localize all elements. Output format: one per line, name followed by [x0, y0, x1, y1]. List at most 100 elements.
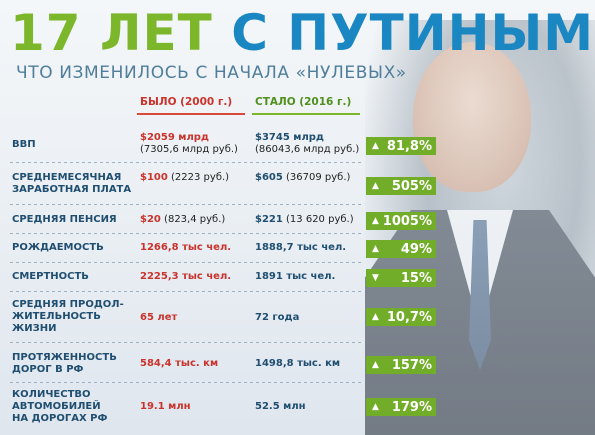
row-label: ПРОТЯЖЕННОСТЬ ДОРОГ В РФ — [12, 352, 117, 376]
page-subtitle: ЧТО ИЗМЕНИЛОСЬ С НАЧАЛА «НУЛЕВЫХ» — [16, 63, 407, 83]
value-was: $2059 млрд (7305,6 млрд руб.) — [140, 132, 238, 156]
triangle-up-icon: ▲ — [372, 402, 379, 412]
column-header-now: СТАЛО (2016 г.) — [255, 96, 352, 108]
column-header-was: БЫЛО (2000 г.) — [140, 96, 233, 108]
value-was-main: $2059 млрд — [140, 132, 210, 143]
row-label: СРЕДНЕМЕСЯЧНАЯ ЗАРАБОТНАЯ ПЛАТА — [12, 172, 131, 196]
change-value: 157% — [391, 357, 432, 373]
value-was-main: $100 — [140, 172, 168, 183]
value-now: 1498,8 тыс. км — [255, 358, 340, 370]
value-was: $100 (2223 руб.) — [140, 172, 229, 184]
value-was-main: 19.1 млн — [140, 401, 191, 412]
row-label: СРЕДНЯЯ ПРОДОЛ- ЖИТЕЛЬНОСТЬ ЖИЗНИ — [12, 299, 124, 335]
row-label: ВВП — [12, 139, 36, 151]
row-label-line: НА ДОРОГАХ РФ — [12, 413, 108, 424]
title-part-name: С ПУТИНЫМ: — [231, 4, 595, 62]
portrait-photo — [365, 20, 595, 435]
change-value: 179% — [391, 399, 432, 415]
value-now: 1888,7 тыс чел. — [255, 242, 346, 254]
triangle-up-icon: ▲ — [372, 181, 379, 191]
row-label-line: ЗАРАБОТНАЯ ПЛАТА — [12, 184, 132, 195]
row-divider — [10, 291, 362, 292]
value-now-main: 1888,7 тыс чел. — [255, 242, 347, 253]
value-now-sub: (86043,6 млрд руб.) — [255, 144, 360, 155]
change-badge: ▲ 505% — [366, 177, 436, 195]
value-now-main: 1891 тыс чел. — [255, 271, 336, 282]
change-badge: ▲ 1005% — [366, 212, 436, 230]
change-value: 49% — [400, 241, 432, 257]
triangle-up-icon: ▲ — [372, 312, 379, 322]
row-label-line: ЖИЗНИ — [12, 323, 57, 334]
row-label-line: СРЕДНЯЯ ПРОДОЛ- — [12, 299, 124, 310]
row-label-line: СМЕРТНОСТЬ — [12, 271, 89, 282]
row-label-line: СРЕДНЯЯ ПЕНСИЯ — [12, 214, 117, 225]
value-now-main: 52.5 млн — [255, 401, 306, 412]
value-was-main: 584,4 тыс. км — [140, 358, 219, 369]
change-value: 505% — [391, 178, 432, 194]
row-label: СМЕРТНОСТЬ — [12, 271, 89, 283]
row-divider — [10, 382, 362, 383]
triangle-up-icon: ▲ — [372, 360, 379, 370]
value-now-sub: (13 620 руб.) — [282, 214, 354, 225]
change-badge: ▲ 179% — [366, 398, 436, 416]
value-now: $605 (36709 руб.) — [255, 172, 350, 184]
value-now-sub: (36709 руб.) — [282, 172, 351, 183]
value-was-sub: (823,4 руб.) — [160, 214, 226, 225]
value-was-main: 2225,3 тыс чел. — [140, 271, 232, 282]
row-label-line: РОЖДАЕМОСТЬ — [12, 242, 104, 253]
row-label-line: СРЕДНЕМЕСЯЧНАЯ — [12, 172, 122, 183]
change-badge: ▼ 15% — [366, 269, 436, 287]
value-now: $221 (13 620 руб.) — [255, 214, 354, 226]
change-value: 1005% — [382, 213, 432, 229]
triangle-up-icon: ▲ — [372, 216, 379, 226]
value-now-main: 1498,8 тыс. км — [255, 358, 341, 369]
value-was-sub: (7305,6 млрд руб.) — [140, 144, 238, 155]
row-label-line: КОЛИЧЕСТВО — [12, 389, 91, 400]
change-value: 10,7% — [386, 309, 432, 325]
row-label-line: АВТОМОБИЛЕЙ — [12, 401, 101, 412]
title-part-years: 17 ЛЕТ — [10, 4, 232, 62]
value-was-sub: (2223 руб.) — [167, 172, 230, 183]
triangle-down-icon: ▼ — [372, 273, 379, 283]
value-now-main: $3745 млрд — [255, 132, 325, 143]
page-title: 17 ЛЕТ С ПУТИНЫМ: — [10, 4, 595, 62]
row-divider — [10, 162, 362, 163]
value-now: $3745 млрд (86043,6 млрд руб.) — [255, 132, 359, 156]
change-badge: ▲ 157% — [366, 356, 436, 374]
triangle-up-icon: ▲ — [372, 244, 379, 254]
row-label-line: ДОРОГ В РФ — [12, 364, 84, 375]
value-was-main: 65 лет — [140, 312, 178, 323]
row-divider — [10, 262, 362, 263]
column-underline-was — [137, 113, 245, 115]
change-value: 15% — [400, 270, 432, 286]
value-was: 584,4 тыс. км — [140, 358, 218, 370]
column-underline-now — [252, 113, 360, 115]
change-badge: ▲ 81,8% — [366, 137, 436, 155]
value-now: 52.5 млн — [255, 401, 306, 413]
row-label-line: ПРОТЯЖЕННОСТЬ — [12, 352, 117, 363]
row-divider — [10, 342, 362, 343]
value-was: 2225,3 тыс чел. — [140, 271, 231, 283]
row-label-line: ВВП — [12, 139, 36, 150]
row-label: КОЛИЧЕСТВО АВТОМОБИЛЕЙ НА ДОРОГАХ РФ — [12, 389, 107, 425]
value-now-main: $221 — [255, 214, 283, 225]
value-was: 1266,8 тыс чел. — [140, 242, 231, 254]
change-badge: ▲ 49% — [366, 240, 436, 258]
row-divider — [10, 204, 362, 205]
value-now-main: $605 — [255, 172, 283, 183]
value-was: 19.1 млн — [140, 401, 191, 413]
value-now: 72 года — [255, 312, 299, 324]
row-label: СРЕДНЯЯ ПЕНСИЯ — [12, 214, 117, 226]
value-was-main: $20 — [140, 214, 161, 225]
value-was: 65 лет — [140, 312, 177, 324]
value-was-main: 1266,8 тыс чел. — [140, 242, 232, 253]
portrait-tie — [469, 220, 491, 370]
portrait-head — [413, 42, 531, 192]
value-was: $20 (823,4 руб.) — [140, 214, 225, 226]
row-divider — [10, 233, 362, 234]
value-now-main: 72 года — [255, 312, 300, 323]
change-badge: ▲ 10,7% — [366, 308, 436, 326]
row-label: РОЖДАЕМОСТЬ — [12, 242, 104, 254]
change-value: 81,8% — [386, 138, 432, 154]
value-now: 1891 тыс чел. — [255, 271, 335, 283]
